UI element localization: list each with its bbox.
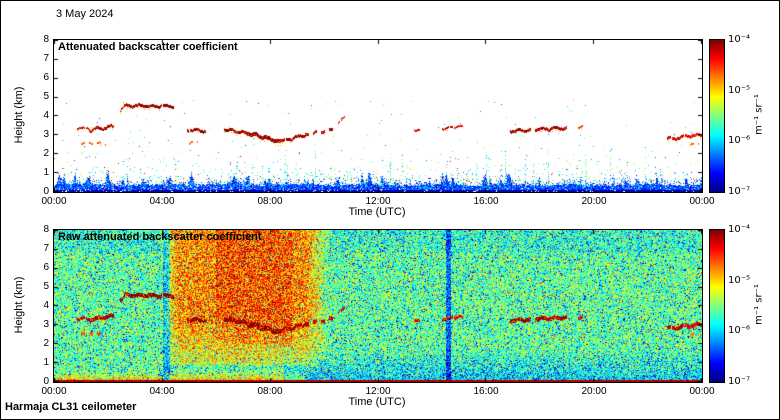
x-tick-label: 00:00: [41, 386, 67, 397]
y-tick-label: 5: [43, 281, 49, 292]
y-tick-label: 3: [43, 129, 49, 140]
x-axis-label: Time (UTC): [348, 206, 406, 218]
instrument-label: Harmaja CL31 ceilometer: [5, 401, 137, 413]
x-axis-label: Time (UTC): [348, 396, 406, 408]
colorbar-tick-label: 10⁻⁶: [728, 325, 751, 337]
y-tick-label: 8: [43, 224, 49, 235]
attenuated-backscatter-plot: Attenuated backscatter coefficient: [53, 39, 703, 193]
y-tick-label: 0: [43, 376, 49, 387]
colorbar-tick-label: 10⁻⁷: [728, 376, 751, 387]
colorbar-tick-label: 10⁻⁷: [728, 186, 751, 197]
x-tick-label: 16:00: [473, 386, 499, 397]
y-tick-label: 2: [43, 148, 49, 159]
attenuated-backscatter-canvas: [54, 40, 702, 192]
panel-title-attenuated: Attenuated backscatter coefficient: [58, 41, 238, 53]
x-tick-label: 12:00: [365, 386, 391, 397]
y-tick-label: 4: [43, 300, 49, 311]
colorbar-tick-label: 10⁻⁴: [728, 224, 751, 235]
y-tick-label: 2: [43, 338, 49, 349]
y-tick-label: 4: [43, 110, 49, 121]
colorbar-tick-label: 10⁻⁴: [728, 34, 751, 45]
colorbar-unit-label: m⁻¹ sr⁻¹: [753, 94, 765, 135]
x-tick-label: 00:00: [689, 196, 715, 207]
x-tick-label: 08:00: [257, 386, 283, 397]
y-tick-label: 5: [43, 91, 49, 102]
panel-title-raw: Raw attenuated backscatter coefficient: [58, 231, 262, 243]
colorbar: [709, 229, 725, 383]
y-tick-label: 1: [43, 167, 49, 178]
colorbar-tick-label: 10⁻⁵: [728, 274, 751, 286]
x-tick-label: 00:00: [41, 196, 67, 207]
x-tick-label: 00:00: [689, 386, 715, 397]
y-tick-label: 6: [43, 72, 49, 83]
y-tick-label: 7: [43, 243, 49, 254]
x-tick-label: 04:00: [149, 386, 175, 397]
raw-backscatter-plot: Raw attenuated backscatter coefficient: [53, 229, 703, 383]
x-tick-label: 20:00: [581, 386, 607, 397]
y-tick-label: 8: [43, 34, 49, 45]
colorbar-unit-label: m⁻¹ sr⁻¹: [753, 284, 765, 325]
y-tick-label: 1: [43, 357, 49, 368]
x-tick-label: 16:00: [473, 196, 499, 207]
date-label: 3 May 2024: [56, 8, 114, 20]
x-tick-label: 20:00: [581, 196, 607, 207]
colorbar-tick-label: 10⁻⁵: [728, 84, 751, 96]
y-tick-label: 7: [43, 53, 49, 64]
x-tick-label: 12:00: [365, 196, 391, 207]
y-tick-label: 3: [43, 319, 49, 330]
y-tick-label: 6: [43, 262, 49, 273]
y-tick-label: 0: [43, 186, 49, 197]
colorbar: [709, 39, 725, 193]
raw-backscatter-canvas: [54, 230, 702, 382]
colorbar-tick-label: 10⁻⁶: [728, 135, 751, 147]
x-tick-label: 04:00: [149, 196, 175, 207]
x-tick-label: 08:00: [257, 196, 283, 207]
